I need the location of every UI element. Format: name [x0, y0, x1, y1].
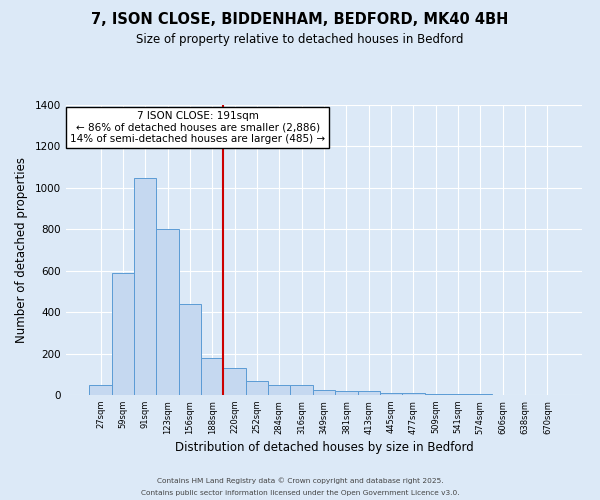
Text: 7, ISON CLOSE, BIDDENHAM, BEDFORD, MK40 4BH: 7, ISON CLOSE, BIDDENHAM, BEDFORD, MK40 …: [91, 12, 509, 28]
Bar: [157, 230, 179, 395]
Bar: [402, 394, 425, 395]
Bar: [268, 384, 290, 395]
Bar: [469, 394, 491, 395]
Text: Contains public sector information licensed under the Open Government Licence v3: Contains public sector information licen…: [140, 490, 460, 496]
Bar: [112, 273, 134, 395]
Bar: [447, 394, 469, 395]
Bar: [425, 394, 447, 395]
Bar: [380, 393, 402, 395]
Bar: [246, 380, 268, 395]
Bar: [89, 384, 112, 395]
Bar: [358, 391, 380, 395]
Text: Contains HM Land Registry data © Crown copyright and database right 2025.: Contains HM Land Registry data © Crown c…: [157, 478, 443, 484]
X-axis label: Distribution of detached houses by size in Bedford: Distribution of detached houses by size …: [175, 441, 473, 454]
Text: 7 ISON CLOSE: 191sqm
← 86% of detached houses are smaller (2,886)
14% of semi-de: 7 ISON CLOSE: 191sqm ← 86% of detached h…: [70, 111, 325, 144]
Bar: [335, 391, 358, 395]
Bar: [179, 304, 201, 395]
Y-axis label: Number of detached properties: Number of detached properties: [15, 157, 28, 343]
Bar: [223, 368, 246, 395]
Bar: [313, 390, 335, 395]
Bar: [290, 384, 313, 395]
Text: Size of property relative to detached houses in Bedford: Size of property relative to detached ho…: [136, 32, 464, 46]
Bar: [201, 358, 223, 395]
Bar: [134, 178, 157, 395]
